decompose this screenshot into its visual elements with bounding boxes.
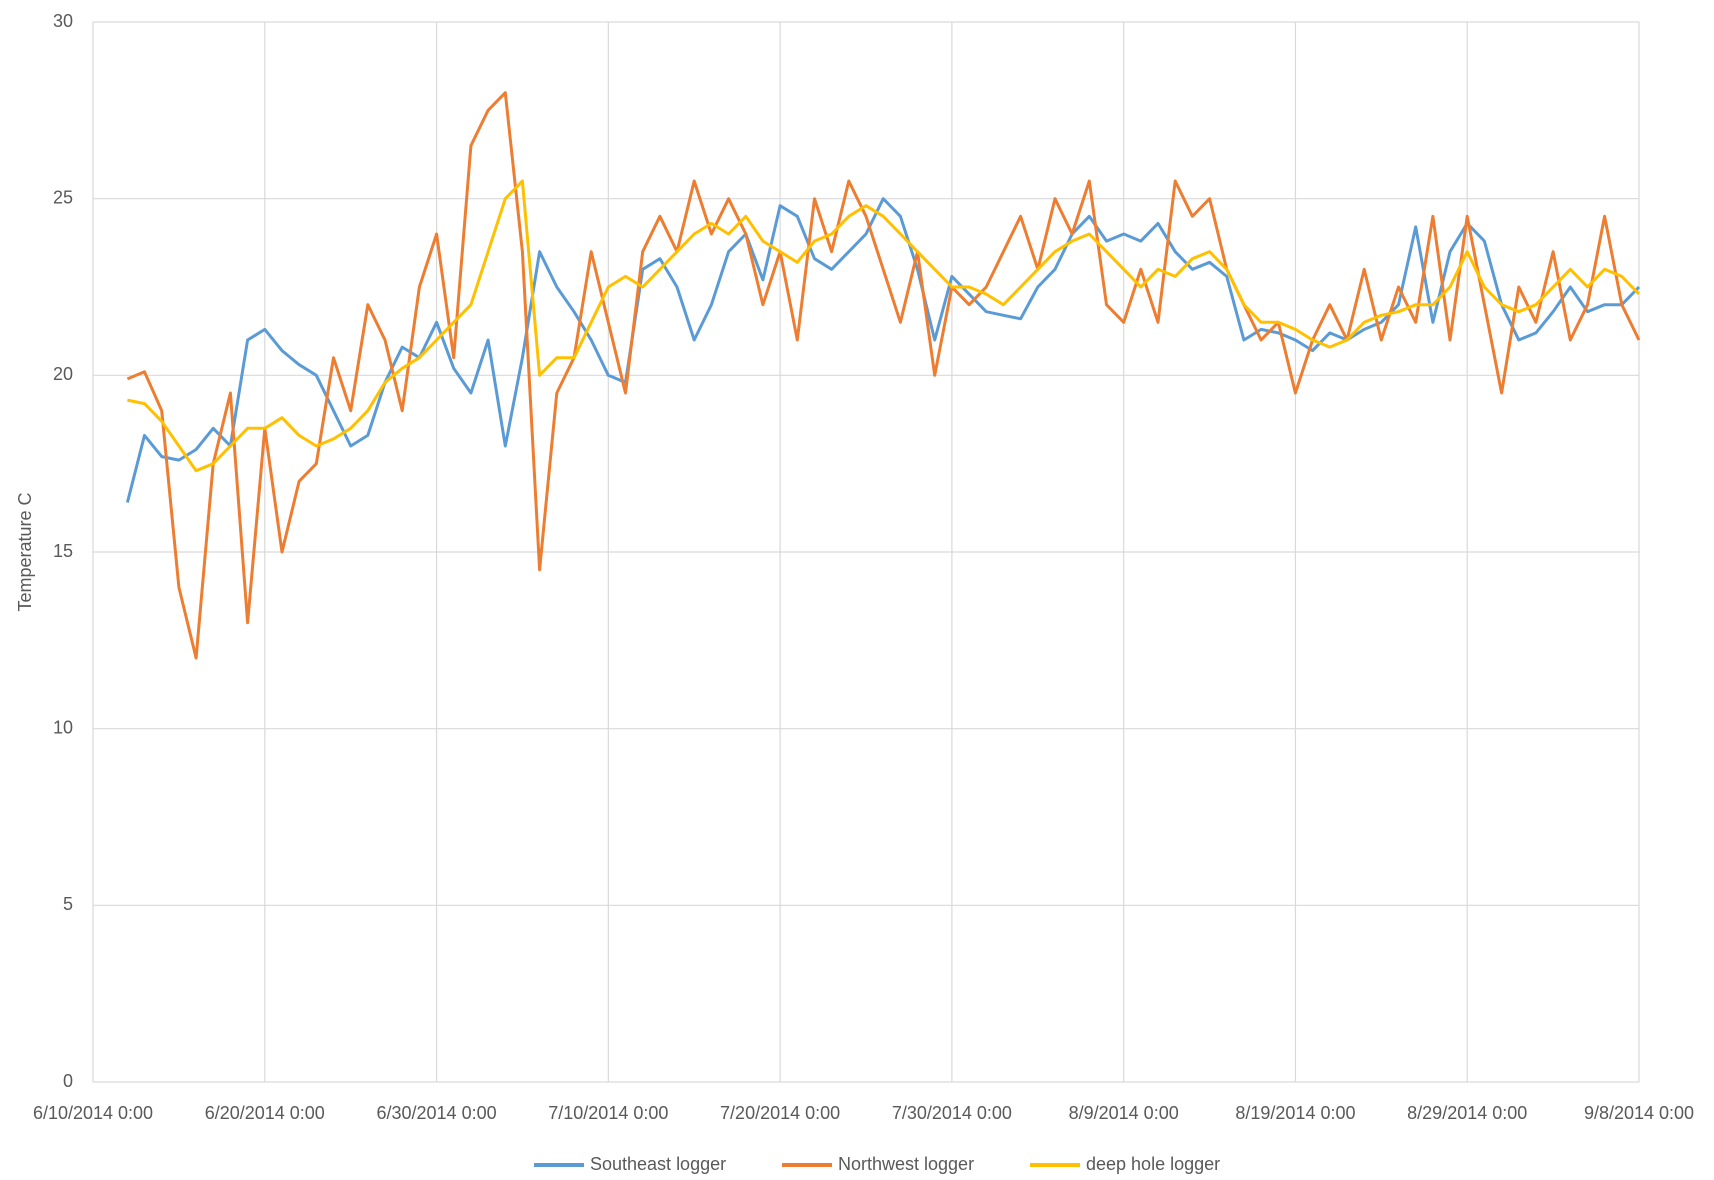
y-tick-label: 10 — [53, 717, 73, 737]
x-tick-label: 6/20/2014 0:00 — [205, 1103, 325, 1123]
y-axis-label: Temperature C — [15, 492, 35, 611]
y-tick-label: 0 — [63, 1071, 73, 1091]
y-tick-label: 15 — [53, 541, 73, 561]
x-tick-label: 6/10/2014 0:00 — [33, 1103, 153, 1123]
x-tick-label: 7/10/2014 0:00 — [548, 1103, 668, 1123]
x-tick-label: 8/19/2014 0:00 — [1235, 1103, 1355, 1123]
legend-label: deep hole logger — [1086, 1154, 1220, 1174]
series-line — [127, 179, 1641, 473]
x-tick-label: 6/30/2014 0:00 — [376, 1103, 496, 1123]
y-tick-label: 5 — [63, 894, 73, 914]
legend-label: Southeast logger — [590, 1154, 726, 1174]
y-tick-label: 30 — [53, 11, 73, 31]
y-tick-label: 20 — [53, 364, 73, 384]
x-tick-label: 7/20/2014 0:00 — [720, 1103, 840, 1123]
x-tick-label: 8/29/2014 0:00 — [1407, 1103, 1527, 1123]
x-tick-label: 8/9/2014 0:00 — [1069, 1103, 1179, 1123]
x-tick-label: 7/30/2014 0:00 — [892, 1103, 1012, 1123]
legend-label: Northwest logger — [838, 1154, 974, 1174]
series-line — [126, 91, 1641, 660]
y-tick-label: 25 — [53, 187, 73, 207]
series-line — [125, 197, 1641, 503]
x-tick-label: 9/8/2014 0:00 — [1584, 1103, 1694, 1123]
